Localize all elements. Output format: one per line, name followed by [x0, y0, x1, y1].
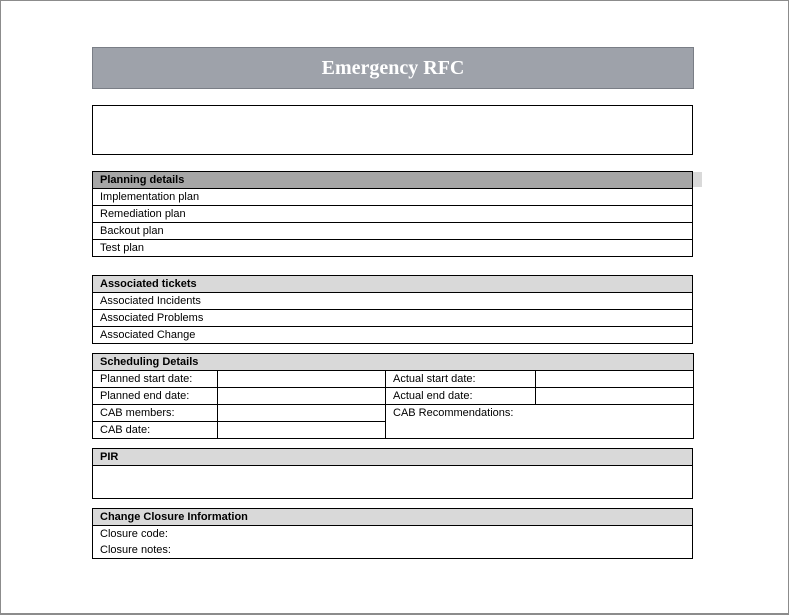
- actual-start-field[interactable]: [534, 370, 695, 388]
- actual-end-label: Actual end date:: [385, 387, 536, 405]
- closure-field[interactable]: Closure code: Closure notes:: [92, 525, 693, 559]
- closure-table: Change Closure Information Closure code:…: [92, 508, 693, 559]
- tickets-table: Associated tickets Associated Incidents …: [92, 275, 693, 344]
- cab-date-field[interactable]: [217, 421, 386, 439]
- actual-start-label: Actual start date:: [385, 370, 536, 388]
- planning-row[interactable]: Implementation plan: [92, 188, 693, 206]
- planning-row[interactable]: Test plan: [92, 239, 693, 257]
- planning-row[interactable]: Backout plan: [92, 222, 693, 240]
- pir-header: PIR: [92, 448, 693, 466]
- planned-end-label: Planned end date:: [92, 387, 218, 405]
- planning-header: Planning details: [92, 171, 693, 189]
- cab-members-label: CAB members:: [92, 404, 218, 422]
- scheduling-header: Scheduling Details: [91, 353, 695, 371]
- pir-table: PIR: [92, 448, 693, 499]
- cab-recommendations-field[interactable]: CAB Recommendations:: [384, 404, 695, 439]
- planned-start-label: Planned start date:: [92, 370, 218, 388]
- pir-field[interactable]: [92, 465, 693, 499]
- cab-members-field[interactable]: [217, 404, 386, 422]
- closure-header: Change Closure Information: [92, 508, 693, 526]
- planned-start-field[interactable]: [217, 370, 386, 388]
- planned-end-field[interactable]: [217, 387, 386, 405]
- closure-notes-label: Closure notes:: [100, 544, 171, 556]
- tickets-row[interactable]: Associated Incidents: [92, 292, 693, 310]
- tickets-row[interactable]: Associated Change: [92, 326, 693, 344]
- scheduling-table: Scheduling Details Planned start date: Ac…: [91, 353, 695, 439]
- closure-code-label: Closure code:: [100, 528, 168, 540]
- tickets-row[interactable]: Associated Problems: [92, 309, 693, 327]
- actual-end-field[interactable]: [534, 387, 695, 405]
- planning-row[interactable]: Remediation plan: [92, 205, 693, 223]
- tickets-header: Associated tickets: [92, 275, 693, 293]
- cab-date-label: CAB date:: [92, 421, 218, 439]
- side-marker: [693, 172, 702, 187]
- planning-table: Planning details Implementation plan Rem…: [92, 171, 693, 257]
- description-box[interactable]: [92, 105, 693, 155]
- page-title: Emergency RFC: [92, 47, 694, 89]
